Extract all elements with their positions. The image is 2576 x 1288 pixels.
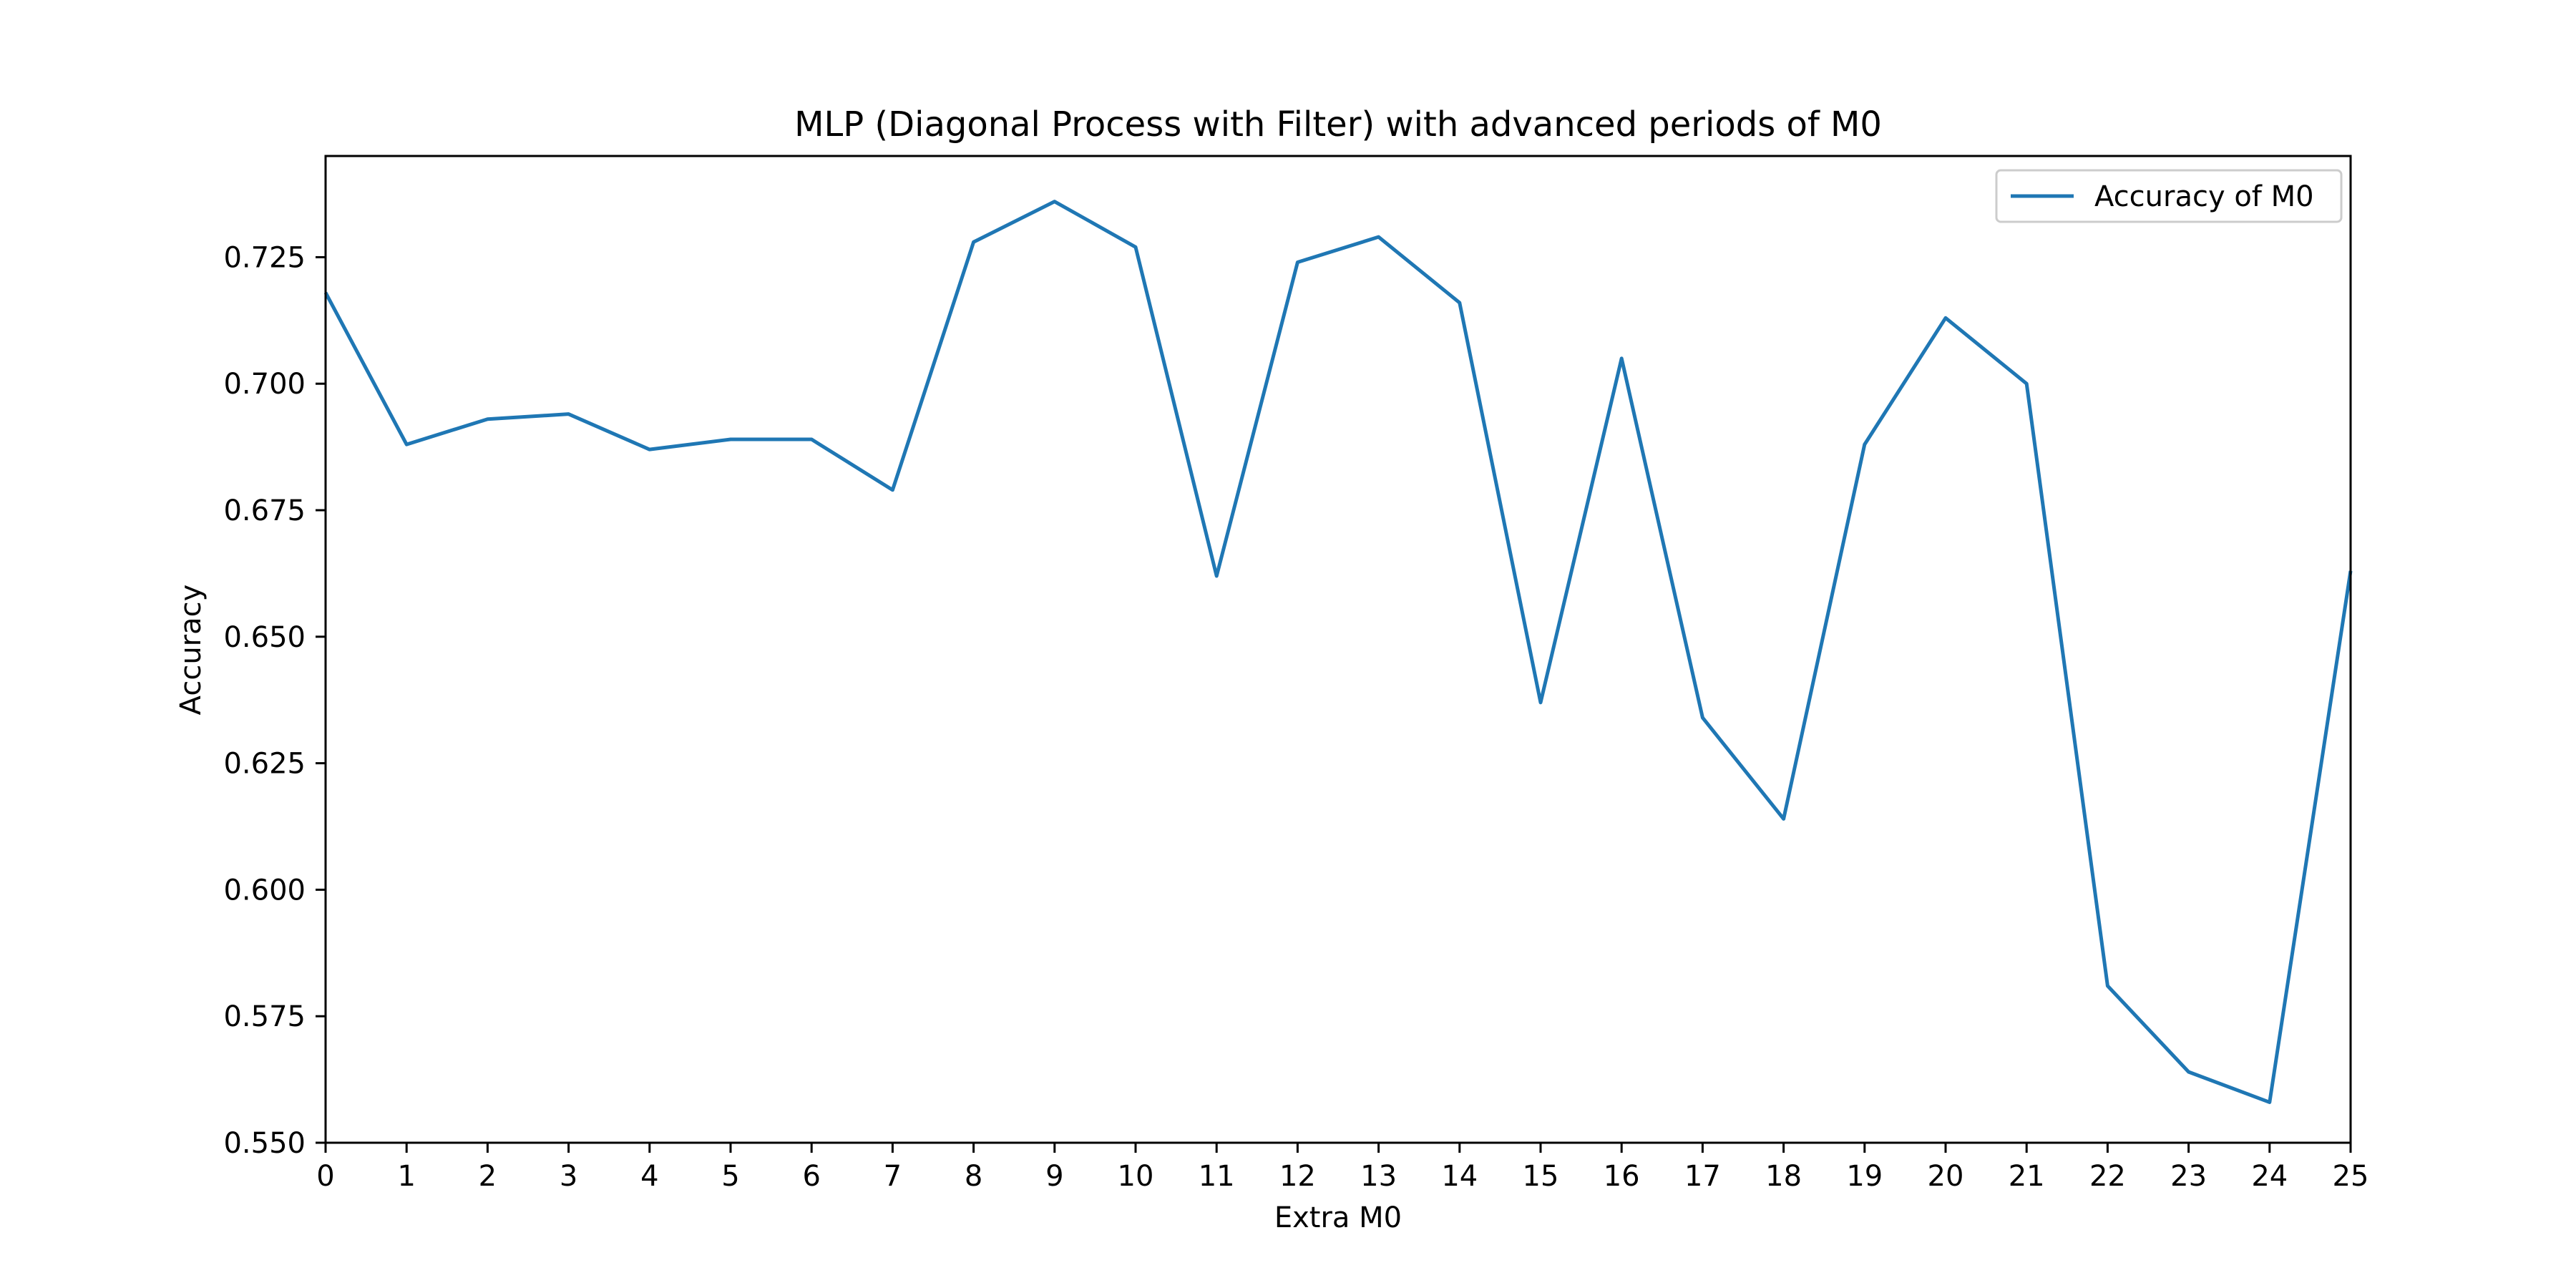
y-tick-label: 0.550 <box>223 1127 306 1160</box>
axes-frame <box>324 155 2352 1144</box>
x-tick-label: 5 <box>721 1160 739 1193</box>
x-tick-label: 12 <box>1279 1160 1316 1193</box>
series-line-accuracy-of-m0 <box>323 200 2353 1104</box>
y-tick-label: 0.725 <box>223 241 306 274</box>
y-axis-ticks: 0.550 0.575 0.600 0.625 0.650 0.675 0.700 0.725 <box>223 241 326 1160</box>
plot-area <box>323 200 2353 1104</box>
x-tick-label: 11 <box>1199 1160 1235 1193</box>
x-axis-label: Extra M0 <box>1274 1201 1402 1234</box>
x-tick-label: 10 <box>1118 1160 1154 1193</box>
x-tick-label: 23 <box>2170 1160 2207 1193</box>
x-tick-label: 6 <box>802 1160 820 1193</box>
y-tick-label: 0.650 <box>223 621 306 654</box>
x-tick-label: 7 <box>884 1160 902 1193</box>
x-tick-label: 8 <box>965 1160 982 1193</box>
y-axis-label: Accuracy <box>175 585 208 716</box>
x-tick-label: 22 <box>2089 1160 2126 1193</box>
y-tick-label: 0.575 <box>223 1000 306 1033</box>
x-tick-label: 18 <box>1765 1160 1802 1193</box>
y-tick-label: 0.625 <box>223 748 306 781</box>
x-axis-ticks: 0 1 2 3 4 5 6 7 8 9 10 11 12 13 14 15 16 17 18 19 20 21 22 23 24… <box>316 1143 2368 1193</box>
x-tick-label: 21 <box>2009 1160 2045 1193</box>
x-tick-label: 20 <box>1928 1160 1964 1193</box>
x-tick-label: 0 <box>316 1160 334 1193</box>
y-tick-label: 0.675 <box>223 494 306 527</box>
x-tick-label: 15 <box>1523 1160 1559 1193</box>
x-tick-label: 24 <box>2251 1160 2288 1193</box>
x-tick-label: 19 <box>1846 1160 1883 1193</box>
x-tick-label: 16 <box>1604 1160 1640 1193</box>
legend: Accuracy of M0 <box>1995 169 2343 223</box>
x-tick-label: 13 <box>1360 1160 1397 1193</box>
x-tick-label: 4 <box>640 1160 658 1193</box>
legend-box <box>1995 169 2343 223</box>
y-tick-label: 0.700 <box>223 368 306 401</box>
y-tick-label: 0.600 <box>223 874 306 907</box>
legend-label: Accuracy of M0 <box>2094 180 2314 213</box>
chart-title: MLP (Diagonal Process with Filter) with … <box>794 104 1882 145</box>
x-tick-label: 9 <box>1045 1160 1063 1193</box>
x-tick-label: 2 <box>479 1160 497 1193</box>
x-tick-label: 17 <box>1684 1160 1721 1193</box>
x-tick-label: 1 <box>397 1160 415 1193</box>
x-tick-label: 14 <box>1441 1160 1478 1193</box>
x-tick-label: 25 <box>2333 1160 2369 1193</box>
x-tick-label: 3 <box>560 1160 577 1193</box>
